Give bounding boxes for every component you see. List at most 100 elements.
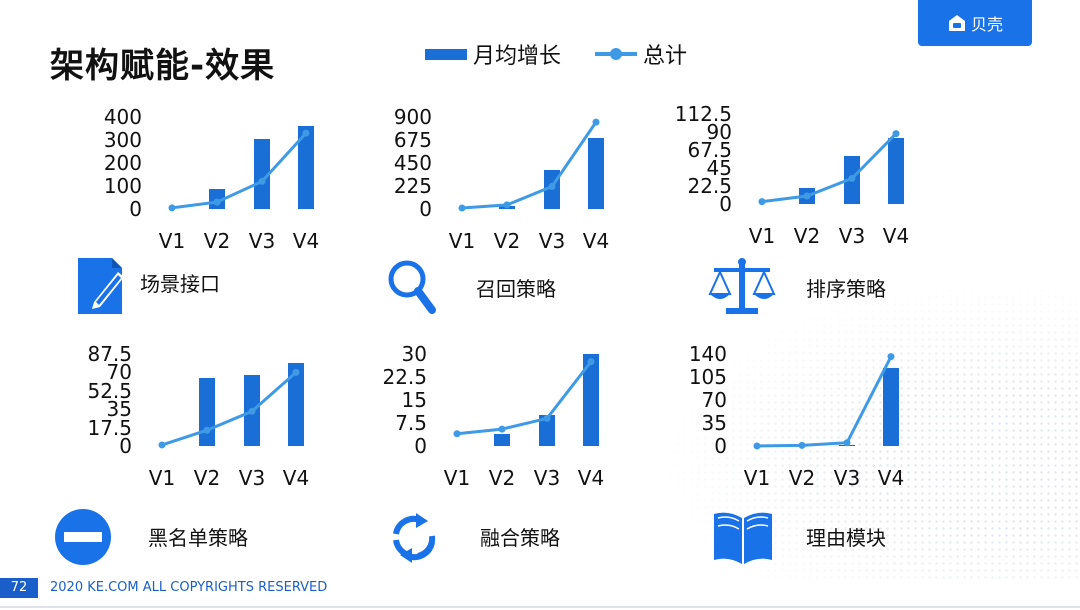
line-point [458, 204, 466, 212]
line-point [168, 204, 176, 212]
y-tick-label: 35 [701, 411, 727, 435]
y-tick-label: 300 [103, 128, 142, 152]
x-tick-label: V3 [533, 466, 561, 490]
y-tick-label: 900 [393, 105, 432, 129]
feature-label-blacklist-strategy: 黑名单策略 [148, 526, 248, 550]
line-point [803, 192, 811, 200]
y-tick-label: 400 [103, 105, 142, 129]
legend-line-swatch [595, 48, 638, 60]
total-line-layer [458, 118, 600, 212]
y-tick-label: 22.5 [382, 365, 427, 389]
chart-reason-module: 140 105 70 35 0 V1 V2 V3 V4 [655, 342, 915, 492]
x-tick-label: V4 [282, 466, 310, 490]
y-tick-label: 52.5 [87, 378, 132, 403]
legend-line-label: 总计 [643, 44, 688, 69]
x-tick-label: V1 [448, 229, 476, 253]
x-tick-label: V2 [203, 229, 231, 253]
brand-logo: 贝壳 [918, 0, 1032, 46]
y-tick-label: 22.5 [687, 174, 732, 198]
total-line [171, 132, 308, 210]
line-point [543, 414, 551, 422]
y-tick-label: 0 [719, 192, 732, 216]
line-point [843, 439, 851, 447]
no-entry-icon [54, 508, 112, 570]
bar-mark [883, 368, 899, 446]
line-point [887, 353, 895, 361]
line-point [158, 441, 166, 449]
total-line [461, 121, 598, 210]
total-line-layer [158, 368, 300, 449]
line-point [498, 425, 506, 433]
y-tick-label: 225 [393, 174, 432, 198]
y-tick-label: 0 [414, 434, 427, 458]
x-tick-label: V4 [582, 229, 610, 253]
x-tick-label: V4 [882, 224, 910, 248]
feature-label-fusion-strategy: 融合策略 [480, 526, 560, 550]
chart-fusion-strategy: 30 22.5 15 7.5 0 V1 V2 V3 V4 [355, 342, 615, 492]
y-tick-label: 112.5 [674, 102, 732, 126]
line-point [798, 441, 806, 449]
y-tick-label: 15 [401, 388, 427, 412]
line-point [203, 426, 211, 434]
line-point [548, 183, 556, 191]
x-tick-label: V4 [877, 466, 905, 490]
feature-label-reason-module: 理由模块 [806, 526, 886, 550]
y-tick-label: 0 [419, 197, 432, 221]
legend-bar-label: 月均增长 [473, 44, 562, 69]
line-point [848, 174, 856, 182]
y-tick-label: 200 [103, 151, 142, 175]
line-point [258, 177, 266, 185]
x-tick-label: V2 [788, 466, 816, 490]
x-tick-label: V3 [838, 224, 866, 248]
x-tick-label: V1 [158, 229, 186, 253]
chart-scene-interface: 400 300 200 100 0 V1 V2 V3 V4 [70, 105, 330, 255]
y-tick-label: 0 [129, 197, 142, 221]
y-tick-label: 35 [106, 397, 132, 422]
feature-label-recall-strategy: 召回策略 [476, 277, 556, 301]
x-tick-label: V3 [833, 466, 861, 490]
chart-ranking-strategy: 112.5 90 67.5 45 22.5 0 V1 V2 V3 V4 [650, 102, 910, 252]
legend-bar-swatch [425, 48, 467, 60]
total-line [456, 360, 593, 436]
x-tick-label: V3 [238, 466, 266, 490]
bar-mark [539, 415, 555, 446]
footer-divider [0, 606, 1080, 608]
x-tick-label: V1 [748, 224, 776, 248]
balance-scale-icon [708, 256, 776, 320]
line-point [587, 358, 595, 366]
y-tick-label: 90 [706, 120, 732, 144]
bar-mark [494, 433, 510, 446]
chart-recall-strategy: 900 675 450 225 0 V1 V2 V3 V4 [360, 105, 620, 255]
y-tick-label: 67.5 [687, 138, 732, 162]
bar-mark [588, 138, 604, 209]
line-point [302, 129, 310, 137]
bar-mark [254, 138, 270, 209]
x-tick-label: V2 [193, 466, 221, 490]
feature-label-ranking-strategy: 排序策略 [806, 277, 886, 301]
document-pen-icon [74, 256, 130, 320]
x-tick-label: V3 [538, 229, 566, 253]
bar-mark [583, 354, 599, 446]
y-tick-label: 17.5 [87, 415, 132, 440]
slide-title: 架构赋能-效果 [50, 46, 276, 86]
y-tick-label: 450 [393, 151, 432, 175]
x-tick-label: V4 [292, 229, 320, 253]
x-tick-label: V1 [743, 466, 771, 490]
y-tick-label: 100 [103, 174, 142, 198]
total-line-layer [753, 353, 895, 450]
x-tick-label: V2 [488, 466, 516, 490]
x-tick-label: V2 [793, 224, 821, 248]
y-tick-label: 140 [688, 342, 727, 366]
total-line-layer [758, 130, 900, 206]
x-tick-label: V1 [148, 466, 176, 490]
x-tick-label: V4 [577, 466, 605, 490]
refresh-arrows-icon [386, 510, 442, 570]
line-point [213, 198, 221, 206]
copyright-text: 2020 KE.COM ALL COPYRIGHTS RESERVED [50, 580, 328, 595]
bar-mark [298, 126, 314, 209]
magnifier-icon [386, 258, 438, 320]
line-point [753, 442, 761, 450]
line-point [892, 130, 900, 138]
line-point [503, 201, 511, 209]
house-logo-icon [948, 15, 965, 31]
